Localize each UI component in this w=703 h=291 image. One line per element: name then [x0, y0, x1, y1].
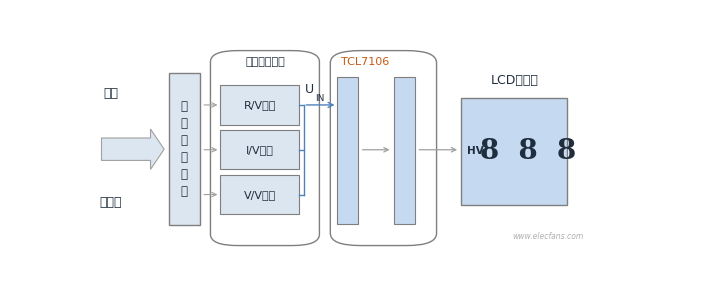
FancyArrow shape — [101, 129, 165, 169]
Text: 参数转换电路: 参数转换电路 — [245, 57, 285, 67]
Bar — [461, 98, 567, 205]
Text: www.elecfans.com: www.elecfans.com — [512, 232, 584, 241]
Text: 功
能
量
程
选
择: 功 能 量 程 选 择 — [181, 100, 188, 198]
Text: IN: IN — [315, 94, 325, 103]
Text: R/V转换: R/V转换 — [243, 100, 276, 110]
FancyBboxPatch shape — [210, 51, 319, 246]
Text: LCD显示器: LCD显示器 — [490, 74, 538, 87]
Text: 8  8  8: 8 8 8 — [479, 138, 576, 165]
Bar — [337, 77, 358, 224]
FancyBboxPatch shape — [330, 51, 437, 246]
Bar — [220, 130, 299, 169]
Text: I/V转换: I/V转换 — [246, 145, 273, 155]
Text: U: U — [305, 83, 314, 96]
Text: HV|: HV| — [467, 146, 487, 157]
Bar — [394, 77, 415, 224]
Text: TCL7106: TCL7106 — [341, 57, 389, 67]
Bar — [220, 85, 299, 125]
Text: 被测量: 被测量 — [100, 196, 122, 210]
Bar — [220, 175, 299, 214]
Bar — [169, 73, 200, 225]
Text: V/V转换: V/V转换 — [244, 189, 276, 200]
Text: 输入: 输入 — [103, 87, 118, 100]
